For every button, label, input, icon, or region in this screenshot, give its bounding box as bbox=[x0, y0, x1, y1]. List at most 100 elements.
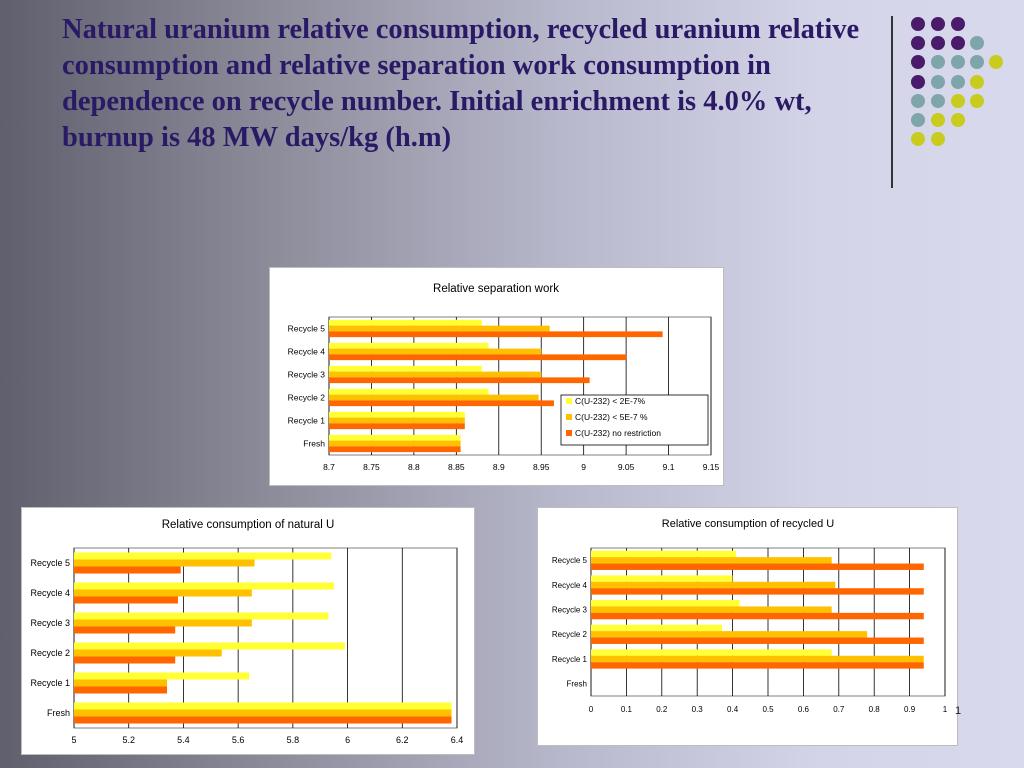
x-tick-label: 0.6 bbox=[798, 705, 810, 714]
bar bbox=[591, 637, 924, 644]
bar bbox=[74, 552, 332, 560]
y-category-label: Recycle 3 bbox=[30, 618, 70, 628]
decorative-dot bbox=[931, 132, 945, 147]
x-tick-label: 0.8 bbox=[869, 705, 881, 714]
bar bbox=[329, 446, 461, 453]
bar bbox=[591, 588, 924, 595]
bar bbox=[329, 388, 489, 395]
x-tick-label: 0.7 bbox=[833, 705, 845, 714]
y-category-label: Fresh bbox=[303, 438, 325, 448]
bar bbox=[329, 423, 465, 430]
decorative-dot bbox=[970, 55, 984, 70]
bar bbox=[591, 606, 832, 613]
bar bbox=[329, 342, 489, 349]
y-category-label: Fresh bbox=[47, 708, 70, 718]
y-category-label: Recycle 4 bbox=[552, 581, 588, 590]
chart-title: Relative consumption of natural U bbox=[162, 519, 335, 531]
decorative-dot bbox=[931, 74, 945, 89]
x-tick-label: 1 bbox=[943, 705, 948, 714]
x-tick-label: 0.3 bbox=[692, 705, 704, 714]
decorative-dot bbox=[911, 17, 925, 31]
decorative-dot bbox=[911, 132, 925, 147]
bar bbox=[329, 348, 542, 355]
bar bbox=[591, 631, 868, 638]
x-tick-label: 0.4 bbox=[727, 705, 739, 714]
x-tick-label: 5.2 bbox=[122, 735, 135, 745]
bar bbox=[591, 563, 924, 570]
decorative-dot bbox=[931, 17, 945, 31]
plot-area bbox=[73, 547, 458, 729]
decorative-dot bbox=[931, 113, 945, 127]
bar bbox=[591, 575, 733, 582]
x-tick-label: 6 bbox=[345, 735, 350, 745]
decorative-dot bbox=[951, 93, 965, 108]
bar bbox=[591, 612, 924, 620]
bar bbox=[74, 582, 334, 590]
decorative-dot bbox=[951, 17, 965, 31]
bar bbox=[329, 440, 461, 447]
decorative-dot bbox=[989, 55, 1003, 70]
y-category-label: Recycle 5 bbox=[30, 558, 70, 568]
legend-label: C(U-232) no restriction bbox=[575, 428, 661, 438]
decorative-dot bbox=[931, 36, 945, 51]
bar bbox=[329, 400, 554, 407]
x-tick-label: 9.1 bbox=[663, 462, 675, 472]
bar bbox=[591, 581, 836, 589]
y-category-label: Recycle 2 bbox=[30, 648, 70, 658]
x-tick-label: 6.2 bbox=[396, 735, 409, 745]
bar bbox=[74, 702, 452, 710]
bar bbox=[74, 612, 329, 620]
y-category-label: Recycle 3 bbox=[288, 369, 326, 379]
y-category-label: Fresh bbox=[567, 679, 587, 688]
x-tick-label: 9 bbox=[581, 462, 586, 472]
x-tick-label: 8.95 bbox=[533, 462, 550, 472]
chart-relative-separation-work: 8.7 8.75 8.8 8.85 8.9 8.95 9 9.05 9.1 9.15 Fresh Re… bbox=[269, 267, 724, 486]
x-tick-label: 0.2 bbox=[656, 705, 668, 714]
legend-label: C(U-232) < 5E-7 % bbox=[575, 412, 648, 422]
x-tick-label: 5.8 bbox=[287, 735, 300, 745]
bar bbox=[329, 319, 482, 326]
x-tick-label: 0.1 bbox=[621, 705, 633, 714]
bar bbox=[329, 331, 663, 338]
decorative-dot bbox=[970, 93, 984, 108]
x-tick-label: 8.75 bbox=[363, 462, 380, 472]
y-category-label: Recycle 4 bbox=[288, 346, 326, 356]
bar bbox=[74, 626, 176, 634]
x-tick-label: 8.7 bbox=[323, 462, 335, 472]
y-category-label: Recycle 1 bbox=[552, 655, 588, 664]
decorative-dot bbox=[911, 36, 925, 51]
bar bbox=[591, 557, 832, 564]
page-number: 1 bbox=[955, 705, 962, 717]
decorative-dot bbox=[911, 113, 925, 127]
decorative-dot bbox=[951, 36, 965, 51]
bar bbox=[74, 596, 178, 604]
x-tick-label: 9.05 bbox=[618, 462, 635, 472]
bar bbox=[74, 649, 222, 657]
decorative-dot bbox=[931, 55, 945, 70]
bar bbox=[329, 371, 542, 378]
x-tick-label: 8.85 bbox=[448, 462, 465, 472]
vertical-divider bbox=[891, 16, 893, 188]
chart-title: Relative separation work bbox=[433, 283, 559, 295]
legend-label: C(U-232) < 2E-7% bbox=[575, 396, 646, 406]
decorative-dot bbox=[931, 93, 945, 108]
bar bbox=[591, 600, 740, 607]
bar bbox=[591, 550, 737, 558]
bar bbox=[591, 655, 924, 663]
legend-swatch bbox=[566, 430, 572, 436]
y-category-label: Recycle 5 bbox=[552, 556, 588, 565]
legend-swatch bbox=[566, 398, 572, 404]
x-tick-label: 8.9 bbox=[493, 462, 505, 472]
bar bbox=[329, 417, 465, 424]
bar bbox=[329, 365, 482, 372]
x-tick-label: 0 bbox=[589, 705, 594, 714]
x-tick-label: 6.4 bbox=[451, 735, 464, 745]
bar bbox=[329, 434, 461, 441]
legend-box bbox=[560, 394, 709, 446]
bar bbox=[329, 411, 465, 418]
decorative-dot bbox=[951, 113, 965, 127]
bar bbox=[74, 686, 168, 694]
decorative-dot bbox=[951, 74, 965, 89]
decorative-dot bbox=[970, 74, 984, 89]
x-tick-label: 5.4 bbox=[177, 735, 190, 745]
